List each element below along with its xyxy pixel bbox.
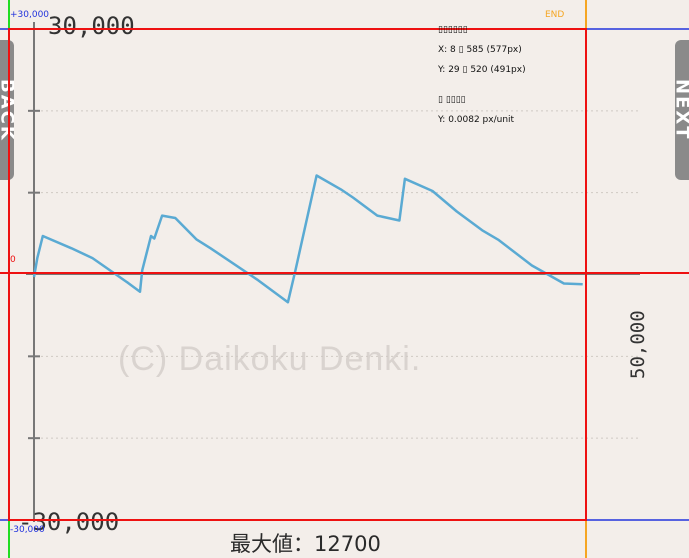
back-label: BACK: [0, 78, 14, 142]
top-value-guide-label: +30,000: [10, 10, 50, 20]
info-x-range: X: 8 ▯ 585 (577px): [438, 45, 522, 55]
max-value-label: 最大値：12700: [230, 532, 381, 556]
info-title: ▯▯▯▯▯▯: [438, 25, 468, 35]
calibration-info-panel: ▯▯▯▯▯▯ X: 8 ▯ 585 (577px) Y: 29 ▯ 520 (4…: [438, 20, 526, 130]
series-line: [32, 174, 583, 304]
info-scale-title: ▯ ▯▯▯▯: [438, 95, 466, 105]
back-button[interactable]: BACK: [0, 40, 14, 180]
zero-guide-label: 0: [10, 255, 16, 265]
end-guide-label: END: [545, 10, 565, 20]
next-button[interactable]: NEXT: [675, 40, 689, 180]
info-y-scale: Y: 0.0082 px/unit: [438, 115, 515, 125]
y-tick-label-bottom: -30,000: [18, 508, 119, 536]
x-end-label: 50,000: [627, 310, 649, 380]
y-tick-label-top: 30,000: [48, 12, 135, 40]
next-label: NEXT: [675, 79, 689, 141]
copyright-watermark: (C) Daikoku Denki.: [118, 340, 422, 378]
info-y-range: Y: 29 ▯ 520 (491px): [438, 65, 526, 75]
series-layer: [32, 174, 583, 304]
plot-area-frame: [8, 28, 587, 521]
bottom-value-guide-label: -30,000: [10, 525, 45, 535]
